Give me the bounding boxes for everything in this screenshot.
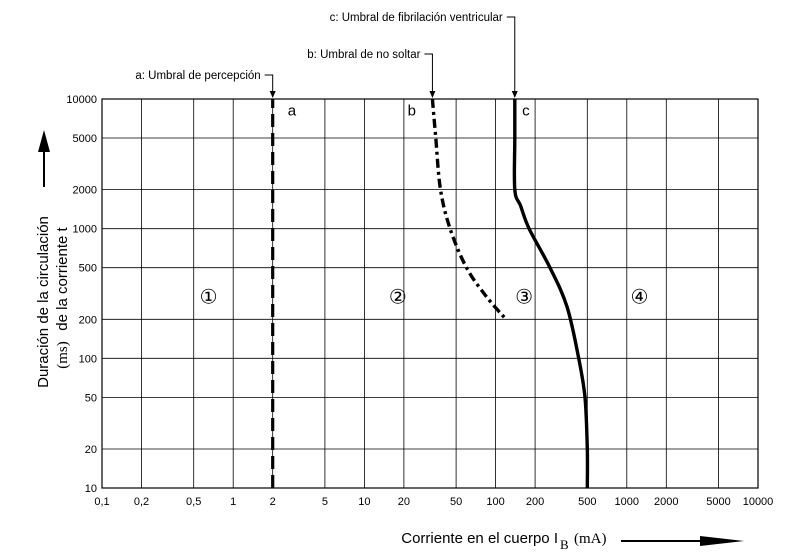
zone-labels: ① ② ③ ④ [200, 286, 649, 308]
x-tick-label: 1 [230, 496, 236, 508]
x-tick-label: 10 [358, 496, 370, 508]
curve-letter: b [408, 103, 416, 120]
x-axis-unit: (mA) [574, 531, 607, 547]
series-line-b [430, 98, 508, 321]
zone-label: ④ [631, 286, 649, 308]
x-tick-label: 50 [450, 496, 462, 508]
x-tick-label: 5 [322, 496, 328, 508]
x-tick-label: 100 [486, 496, 504, 508]
y-tick-label: 100 [79, 353, 97, 365]
x-tick-label: 0,1 [94, 496, 109, 508]
y-tick-label: 2000 [73, 185, 97, 197]
x-tick-label: 2000 [654, 496, 678, 508]
series-line-c [512, 99, 590, 489]
x-tick-label: 10000 [743, 496, 774, 508]
series-lines [271, 98, 590, 489]
x-axis-label: Corriente en el cuerpo I [401, 530, 558, 547]
curve-letter: c [522, 103, 530, 120]
x-axis-arrow [621, 536, 744, 546]
x-tick-label: 20 [398, 496, 410, 508]
y-tick-label: 10 [85, 483, 97, 495]
y-axis-label-line1: Duración de la circulación [35, 216, 52, 388]
grid-lines [101, 98, 759, 489]
curve-letters: a b c [288, 103, 530, 120]
x-tick-label: 200 [526, 496, 544, 508]
x-tick-label: 0,5 [186, 496, 201, 508]
y-tick-label: 500 [79, 263, 97, 275]
legend-arrowhead-b [429, 91, 436, 98]
y-tick-label: 200 [79, 314, 97, 326]
x-axis-label-subscript: B [560, 537, 569, 552]
y-tick-label: 5000 [73, 133, 97, 145]
legend-arrowhead-a [269, 91, 276, 98]
y-tick-label: 50 [85, 392, 97, 404]
y-axis-label-line2: de la corriente t [54, 226, 71, 330]
zone-label: ① [200, 286, 218, 308]
x-tick-label: 500 [578, 496, 596, 508]
x-tick-label: 1000 [615, 496, 639, 508]
zone-label: ② [389, 286, 407, 308]
legend-label-b: b: Umbral de no soltar [307, 49, 420, 61]
legend-leader-b [424, 53, 433, 93]
legend-leader-a [264, 74, 274, 93]
curve-letter: a [288, 103, 297, 120]
y-tick-labels: 10 20 50 100 200 500 1000 2000 5000 10000 [66, 94, 97, 495]
x-tick-label: 0,2 [134, 496, 149, 508]
legend-label-a: a: Umbral de percepción [135, 70, 260, 82]
x-tick-labels: 0,1 0,2 0,5 1 2 5 10 20 50 100 200 500 1000 2000 5000 1… [94, 496, 773, 508]
zone-label: ③ [515, 286, 533, 308]
y-tick-label: 1000 [73, 224, 97, 236]
y-axis-unit: (ms) [55, 341, 71, 369]
legend-label-c: c: Umbral de fibrilación ventricular [330, 12, 503, 24]
legend-leaders: a: Umbral de percepción b: Umbral de no s… [135, 12, 518, 98]
legend-arrowhead-c [511, 91, 518, 98]
x-tick-label: 5000 [706, 496, 730, 508]
legend-leader-c [506, 16, 516, 93]
y-tick-label: 10000 [66, 94, 97, 106]
y-tick-label: 20 [85, 444, 97, 456]
y-axis-arrow [38, 130, 50, 187]
x-tick-label: 2 [270, 496, 276, 508]
